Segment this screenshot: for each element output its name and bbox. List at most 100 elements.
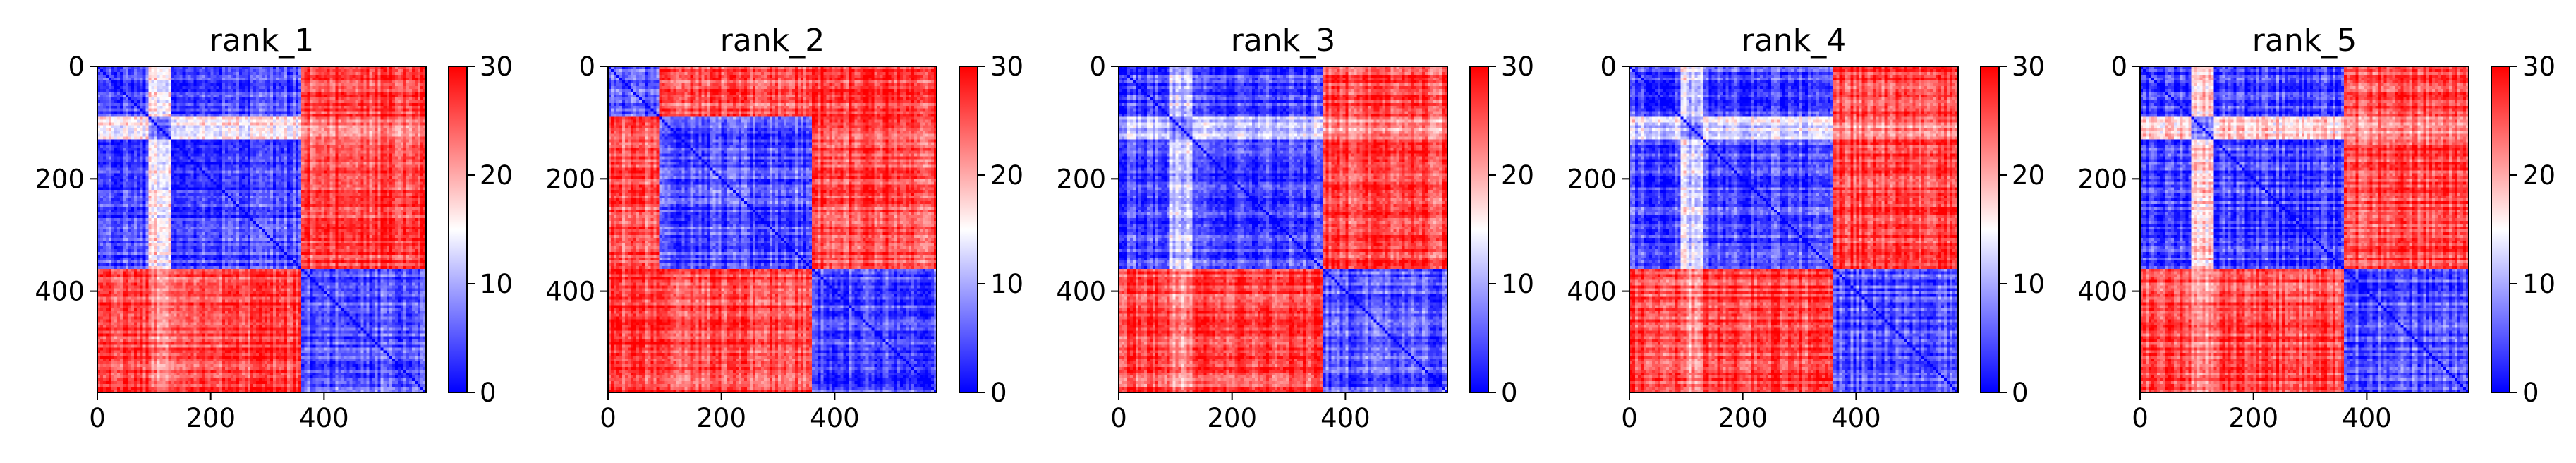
heatmap-cell: [120, 100, 123, 104]
heatmap-cell: [279, 69, 282, 73]
heatmap-cell: [134, 89, 138, 92]
heatmap-cell: [233, 112, 237, 115]
heatmap-cell: [168, 126, 171, 129]
heatmap-cell: [341, 117, 344, 121]
heatmap-cell: [194, 80, 198, 84]
heatmap-cell: [341, 97, 344, 101]
heatmap-cell: [109, 128, 112, 132]
heatmap-cell: [188, 78, 192, 81]
heatmap-cell: [370, 72, 373, 76]
heatmap-cell: [134, 128, 138, 132]
heatmap-cell: [103, 114, 107, 118]
heatmap-cell: [253, 128, 257, 132]
heatmap-cell: [372, 128, 376, 132]
heatmap-cell: [159, 117, 163, 121]
heatmap-cell: [384, 117, 387, 121]
heatmap-cell: [387, 97, 390, 101]
heatmap-cell: [188, 112, 192, 115]
heatmap-cell: [259, 106, 262, 109]
heatmap-cell: [378, 109, 382, 112]
heatmap-cell: [245, 123, 248, 126]
heatmap-cell: [111, 97, 115, 101]
heatmap-cell: [335, 114, 339, 118]
heatmap-cell: [176, 123, 180, 126]
heatmap-cell: [332, 120, 336, 124]
heatmap-cell: [117, 112, 121, 115]
heatmap-cell: [338, 95, 341, 98]
heatmap-cell: [183, 80, 186, 84]
heatmap-cell: [290, 112, 293, 115]
heatmap-cell: [318, 109, 322, 112]
heatmap-cell: [318, 78, 322, 81]
heatmap-cell: [389, 100, 393, 104]
heatmap-cell: [154, 126, 157, 129]
heatmap-cell: [301, 114, 305, 118]
heatmap-cell: [372, 112, 376, 115]
heatmap-cell: [395, 83, 399, 87]
heatmap-cell: [395, 69, 399, 73]
heatmap-cell: [329, 123, 333, 126]
heatmap-cell: [100, 75, 104, 78]
heatmap-cell: [298, 103, 302, 107]
heatmap-cell: [239, 117, 243, 121]
heatmap-cell: [142, 72, 146, 76]
heatmap-cell: [298, 100, 302, 104]
heatmap-cell: [233, 92, 237, 95]
heatmap-cell: [142, 123, 146, 126]
heatmap-cell: [384, 106, 387, 109]
heatmap-cell: [197, 69, 200, 73]
heatmap-cell: [114, 75, 118, 78]
heatmap-cell: [171, 112, 174, 115]
heatmap-cell: [304, 78, 308, 81]
heatmap-cell: [233, 120, 237, 124]
heatmap-cell: [109, 69, 112, 73]
heatmap-cell: [214, 120, 217, 124]
heatmap-cell: [217, 109, 220, 112]
heatmap-cell: [259, 128, 262, 132]
heatmap-cell: [236, 112, 240, 115]
heatmap-cell: [148, 123, 152, 126]
heatmap-cell: [367, 112, 370, 115]
heatmap-cell: [239, 89, 243, 92]
heatmap-cell: [211, 75, 214, 78]
heatmap-cell: [290, 128, 293, 132]
heatmap-cell: [239, 75, 243, 78]
heatmap-cell: [324, 69, 327, 73]
heatmap-cell: [420, 126, 424, 129]
heatmap-cell: [375, 120, 379, 124]
heatmap-cell: [183, 109, 186, 112]
heatmap-cell: [279, 120, 282, 124]
heatmap-cell: [290, 92, 293, 95]
heatmap-cell: [123, 114, 126, 118]
heatmap-cell: [117, 123, 121, 126]
heatmap-cell: [120, 120, 123, 124]
heatmap-cell: [256, 114, 260, 118]
heatmap-cell: [265, 126, 268, 129]
heatmap-cell: [420, 78, 424, 81]
heatmap-cell: [159, 106, 163, 109]
heatmap-cell: [186, 78, 189, 81]
heatmap-cell: [106, 126, 109, 129]
heatmap-cell: [253, 89, 257, 92]
heatmap-cell: [344, 112, 348, 115]
heatmap-cell: [312, 120, 316, 124]
heatmap-cell: [183, 75, 186, 78]
heatmap-cell: [123, 72, 126, 76]
heatmap-cell: [256, 78, 260, 81]
heatmap-cell: [250, 120, 254, 124]
heatmap-cell: [324, 128, 327, 132]
heatmap-cell: [335, 117, 339, 121]
heatmap-cell: [401, 95, 404, 98]
heatmap-cell: [307, 112, 310, 115]
heatmap-cell: [307, 123, 310, 126]
heatmap-cell: [409, 69, 413, 73]
heatmap-cell: [327, 72, 330, 76]
heatmap-cell: [418, 114, 421, 118]
heatmap-cell: [126, 103, 129, 107]
heatmap-cell: [222, 78, 226, 81]
heatmap-cell: [324, 120, 327, 124]
heatmap-cell: [281, 72, 285, 76]
heatmap-cell: [208, 86, 212, 90]
heatmap-cell: [273, 123, 277, 126]
heatmap-cell: [401, 117, 404, 121]
